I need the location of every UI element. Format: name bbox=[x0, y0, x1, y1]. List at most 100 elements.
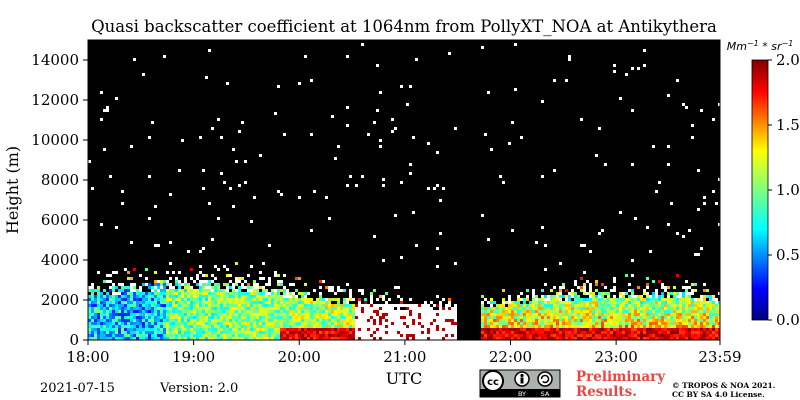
by-person-body bbox=[520, 377, 524, 384]
heatmap-cell bbox=[538, 301, 541, 304]
heatmap-cell bbox=[562, 319, 565, 322]
heatmap-cell bbox=[685, 328, 688, 331]
heatmap-cell bbox=[379, 307, 382, 310]
heatmap-cell bbox=[631, 292, 634, 295]
heatmap-cell bbox=[661, 301, 664, 304]
heatmap-cell bbox=[574, 334, 577, 337]
heatmap-cell bbox=[685, 301, 688, 304]
heatmap-cell bbox=[541, 298, 544, 301]
heatmap-cell bbox=[625, 304, 628, 307]
heatmap-cell bbox=[373, 310, 376, 313]
heatmap-cell bbox=[325, 310, 328, 313]
heatmap-cell bbox=[166, 280, 169, 283]
heatmap-cell bbox=[307, 310, 310, 313]
heatmap-cell bbox=[235, 310, 238, 313]
heatmap-cell bbox=[298, 334, 301, 337]
heatmap-cell bbox=[139, 298, 142, 301]
heatmap-cell bbox=[382, 337, 385, 340]
heatmap-cell bbox=[319, 319, 322, 322]
heatmap-cell bbox=[412, 136, 415, 139]
heatmap-cell bbox=[496, 334, 499, 337]
heatmap-cell bbox=[541, 319, 544, 322]
heatmap-cell bbox=[715, 310, 718, 313]
heatmap-cell bbox=[139, 286, 142, 289]
heatmap-cell bbox=[697, 313, 700, 316]
heatmap-cell bbox=[352, 331, 355, 334]
heatmap-cell bbox=[94, 295, 97, 298]
heatmap-cell bbox=[133, 331, 136, 334]
heatmap-cell bbox=[154, 322, 157, 325]
heatmap-cell bbox=[676, 322, 679, 325]
heatmap-cell bbox=[607, 313, 610, 316]
heatmap-cell bbox=[439, 313, 442, 316]
heatmap-cell bbox=[610, 298, 613, 301]
heatmap-cell bbox=[676, 295, 679, 298]
heatmap-cell bbox=[658, 325, 661, 328]
heatmap-cell bbox=[361, 319, 364, 322]
heatmap-cell bbox=[265, 322, 268, 325]
heatmap-cell bbox=[292, 304, 295, 307]
heatmap-cell bbox=[658, 304, 661, 307]
heatmap-cell bbox=[172, 331, 175, 334]
heatmap-cell bbox=[397, 307, 400, 310]
heatmap-cell bbox=[643, 322, 646, 325]
heatmap-cell bbox=[649, 298, 652, 301]
heatmap-cell bbox=[532, 304, 535, 307]
heatmap-cell bbox=[196, 316, 199, 319]
heatmap-cell bbox=[649, 316, 652, 319]
heatmap-cell bbox=[217, 118, 220, 121]
heatmap-cell bbox=[604, 286, 607, 289]
heatmap-cell bbox=[115, 316, 118, 319]
heatmap-cell bbox=[250, 220, 253, 223]
heatmap-cell bbox=[238, 331, 241, 334]
heatmap-cell bbox=[571, 313, 574, 316]
heatmap-cell bbox=[517, 325, 520, 328]
heatmap-cell bbox=[325, 304, 328, 307]
heatmap-cell bbox=[415, 310, 418, 313]
heatmap-cell bbox=[295, 325, 298, 328]
heatmap-cell bbox=[481, 214, 484, 217]
heatmap-cell bbox=[199, 304, 202, 307]
heatmap-cell bbox=[247, 292, 250, 295]
heatmap-cell bbox=[553, 301, 556, 304]
heatmap-cell bbox=[586, 310, 589, 313]
heatmap-cell bbox=[217, 325, 220, 328]
heatmap-cell bbox=[706, 310, 709, 313]
heatmap-cell bbox=[178, 292, 181, 295]
heatmap-cell bbox=[652, 328, 655, 331]
heatmap-cell bbox=[277, 322, 280, 325]
heatmap-cell bbox=[256, 313, 259, 316]
heatmap-cell bbox=[208, 295, 211, 298]
heatmap-cell bbox=[385, 331, 388, 334]
heatmap-cell bbox=[208, 325, 211, 328]
heatmap-cell bbox=[304, 316, 307, 319]
heatmap-cell bbox=[259, 310, 262, 313]
heatmap-cell bbox=[145, 292, 148, 295]
heatmap-cell bbox=[139, 274, 142, 277]
heatmap-cell bbox=[502, 322, 505, 325]
heatmap-cell bbox=[547, 295, 550, 298]
heatmap-cell bbox=[562, 304, 565, 307]
heatmap-cell bbox=[358, 313, 361, 316]
heatmap-cell bbox=[283, 313, 286, 316]
heatmap-cell bbox=[595, 322, 598, 325]
heatmap-cell bbox=[124, 313, 127, 316]
heatmap-cell bbox=[241, 295, 244, 298]
heatmap-cell bbox=[673, 286, 676, 289]
heatmap-cell bbox=[637, 298, 640, 301]
heatmap-cell bbox=[283, 310, 286, 313]
heatmap-cell bbox=[256, 337, 259, 340]
heatmap-cell bbox=[94, 328, 97, 331]
heatmap-cell bbox=[364, 322, 367, 325]
heatmap-cell bbox=[223, 181, 226, 184]
heatmap-cell bbox=[634, 217, 637, 220]
heatmap-cell bbox=[514, 313, 517, 316]
heatmap-cell bbox=[289, 307, 292, 310]
heatmap-cell bbox=[208, 292, 211, 295]
heatmap-cell bbox=[421, 316, 424, 319]
heatmap-cell bbox=[625, 73, 628, 76]
heatmap-cell bbox=[106, 274, 109, 277]
heatmap-cell bbox=[703, 289, 706, 292]
heatmap-cell bbox=[523, 307, 526, 310]
heatmap-cell bbox=[358, 337, 361, 340]
